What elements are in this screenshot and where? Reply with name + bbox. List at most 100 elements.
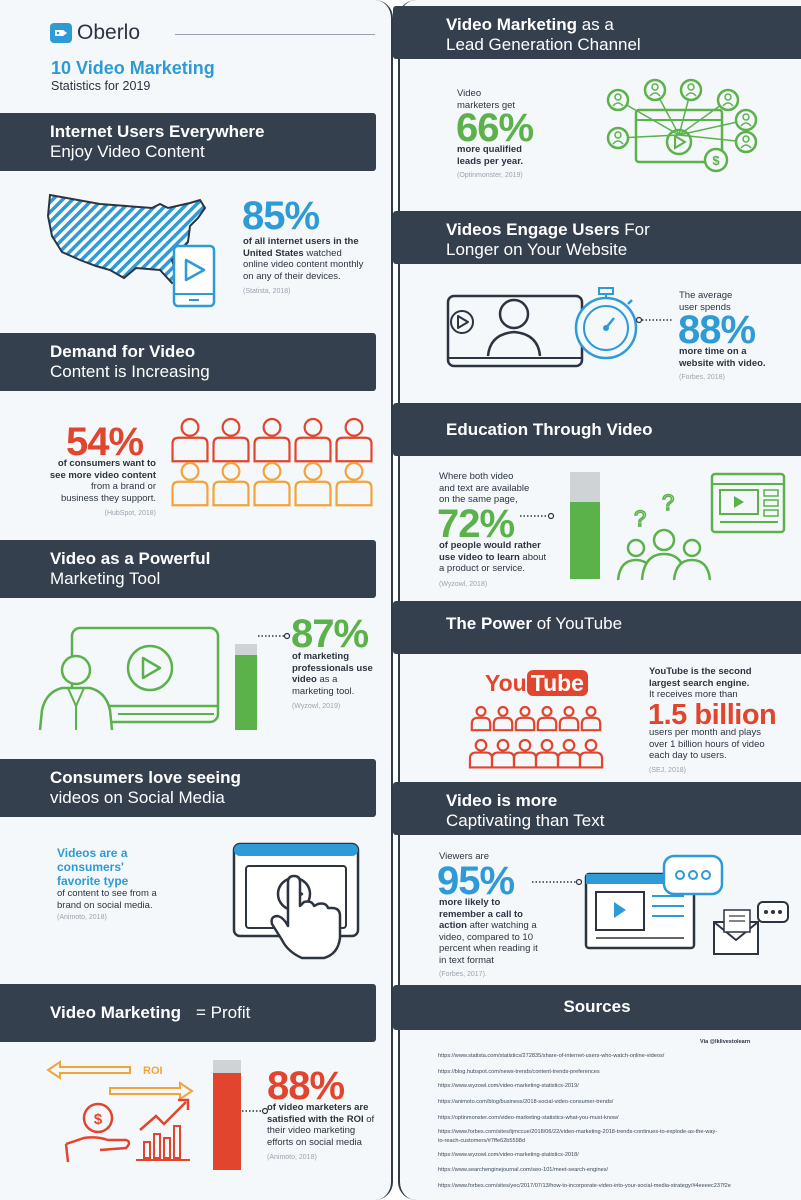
text-line: website with video.	[679, 357, 766, 369]
youtube-logo-you: You	[485, 670, 527, 696]
source-citation: (HubSpot, 2018)	[104, 510, 156, 517]
person-icon	[514, 705, 536, 732]
youtube-logo: You Tube	[485, 670, 588, 698]
captivating-text: Viewers are	[439, 851, 489, 863]
text-line: video, compared to 10	[439, 931, 534, 943]
stat-85-text: of all internet users in the United Stat…	[243, 236, 363, 298]
person-icon	[556, 738, 582, 769]
text-line: professionals use	[292, 662, 373, 674]
banner-heading: Video as a Powerful	[50, 549, 211, 568]
banner-youtube: The Power of YouTube	[393, 601, 801, 654]
text-line: of people would rather	[439, 540, 541, 551]
person-icon	[468, 738, 494, 769]
source-link[interactable]: https://optinmonster.com/video-marketing…	[438, 1115, 619, 1121]
text-line: watched	[303, 247, 342, 259]
youtube-text: YouTube is the second largest search eng…	[649, 666, 752, 701]
source-link[interactable]: https://www.statista.com/statistics/2728…	[438, 1053, 665, 1059]
source-citation: (Animoto, 2018)	[57, 914, 107, 921]
source-link[interactable]: https://blog.hubspot.com/news-trends/con…	[438, 1069, 600, 1075]
person-icon	[335, 417, 373, 463]
text-line: Where both video	[439, 471, 514, 482]
svg-text:?: ?	[662, 490, 674, 515]
education-bar-fill	[570, 501, 600, 579]
text-line: It receives more than	[649, 689, 738, 700]
text-line: their video marketing	[267, 1125, 356, 1136]
text-line: on the same page,	[439, 494, 518, 505]
banner-heading-suffix: as a	[577, 15, 614, 34]
roi-growth-icon: $	[46, 1060, 194, 1163]
source-link[interactable]: https://www.wyzowl.com/video-marketing-s…	[438, 1083, 579, 1089]
stat-88-engage: 88%	[678, 308, 756, 352]
text-bold: satisfied with the ROI	[267, 1113, 364, 1125]
source-link[interactable]: to-reach-customers/#7ffe62b5598d	[438, 1138, 525, 1144]
banner-subheading: Lead Generation Channel	[446, 35, 641, 54]
banner-heading-suffix: = Profit	[196, 1003, 251, 1022]
text-bold: use video to learn	[439, 551, 520, 563]
engage-text: The average user spends	[679, 290, 732, 313]
stat-87-text: of marketing professionals use video as …	[292, 651, 373, 713]
dotted-connector	[532, 878, 583, 886]
banner-sources: Sources	[393, 985, 801, 1030]
consumer-crowd-icon	[171, 417, 373, 507]
stat-54-text: of consumers want to see more video cont…	[48, 458, 156, 520]
banner-engage: Videos Engage Users For Longer on Your W…	[393, 211, 801, 264]
text-line: each day to users.	[649, 750, 727, 761]
via-credit: Via @lklivestolearn	[700, 1039, 751, 1045]
text-line: more likely to	[439, 897, 501, 908]
svg-text:$: $	[94, 1111, 103, 1128]
play-icon	[665, 128, 693, 156]
source-link[interactable]: https://www.forbes.com/sites/tjmccue/201…	[438, 1129, 718, 1135]
text-line: of consumers want to	[57, 458, 156, 469]
text-line: Video	[457, 88, 482, 99]
oberlo-logo-icon	[50, 23, 72, 43]
source-link[interactable]: https://www.wyzowl.com/video-marketing-s…	[438, 1152, 579, 1158]
text-line: marketers get	[457, 99, 516, 111]
stat-1-5-billion: 1.5 billion	[648, 699, 777, 731]
stat-54: 54%	[66, 420, 144, 464]
banner-heading: The Power	[446, 614, 532, 633]
text-line: marketing tool.	[292, 685, 355, 697]
text-line: largest search engine.	[649, 677, 750, 689]
text-line: of all internet users in the	[243, 236, 359, 247]
profit-bar	[213, 1060, 241, 1170]
page-subtitle: Statistics for 2019	[51, 79, 151, 93]
source-link[interactable]: https://animoto.com/blog/business/2018-s…	[438, 1099, 614, 1105]
text-line: over 1 billion hours of video	[649, 738, 765, 750]
banner-education: Education Through Video	[393, 403, 801, 456]
lead-gen-text: Video marketers get	[457, 88, 515, 111]
dotted-connector	[520, 512, 555, 520]
text-bold: action	[439, 920, 467, 931]
text-line: in text format	[439, 954, 494, 966]
banner-internet-users: Internet Users Everywhere Enjoy Video Co…	[0, 113, 376, 171]
touch-video-icon	[232, 842, 360, 960]
source-link[interactable]: https://www.forbes.com/sites/yec/2017/07…	[438, 1183, 731, 1189]
text-line: about	[519, 551, 547, 563]
source-citation: (Wyzowl, 2019)	[292, 703, 341, 710]
video-message-icon	[584, 854, 789, 955]
person-icon	[294, 417, 332, 463]
youtube-text-2: users per month and plays over 1 billion…	[649, 727, 765, 776]
text-line: percent when reading it	[439, 943, 538, 954]
text-line: of marketing	[292, 651, 350, 662]
stat-95: 95%	[437, 859, 515, 903]
stat-66-text: more qualified leads per year. (Optinmon…	[457, 144, 523, 182]
text-line: see more video content	[49, 469, 156, 481]
banner-subheading: Longer on Your Website	[446, 240, 628, 259]
brand-underline	[175, 34, 375, 35]
source-citation: (SEJ, 2018)	[649, 766, 686, 774]
text-line: Viewers are	[439, 851, 489, 862]
text-line: YouTube is the second	[649, 666, 752, 677]
text-line: user spends	[679, 301, 731, 313]
source-link[interactable]: https://www.searchenginejournal.com/seo-…	[438, 1167, 609, 1173]
text-line: online video content monthly	[243, 259, 364, 270]
banner-heading-suffix: For	[619, 220, 650, 239]
banner-captivating: Video is more Captivating than Text	[393, 782, 801, 835]
banner-social: Consumers love seeing videos on Social M…	[0, 759, 376, 817]
person-icon	[294, 461, 332, 507]
svg-text:$: $	[712, 153, 720, 168]
youtube-logo-tube: Tube	[526, 670, 588, 696]
person-icon	[492, 705, 514, 732]
text-line: of	[363, 1113, 375, 1125]
text-line: consumers'	[57, 860, 124, 874]
brand-name: Oberlo	[77, 21, 141, 44]
